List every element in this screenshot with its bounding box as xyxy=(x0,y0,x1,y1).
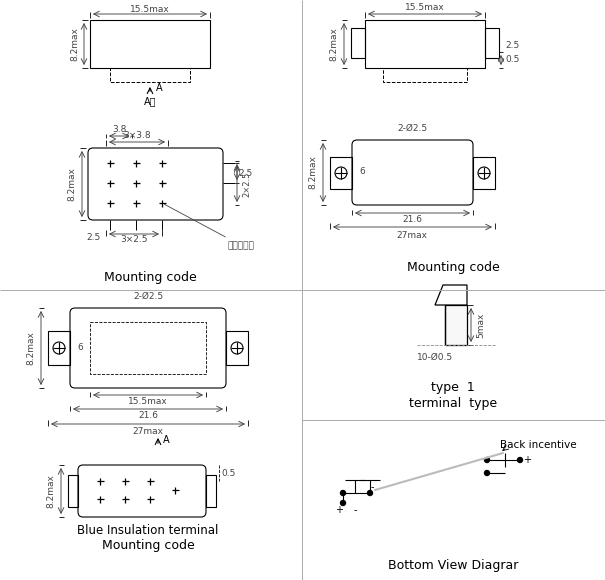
Text: Mounting code: Mounting code xyxy=(103,271,197,285)
Circle shape xyxy=(517,458,523,462)
Bar xyxy=(485,28,499,58)
Text: 8.2max: 8.2max xyxy=(309,155,318,189)
Text: A: A xyxy=(156,83,163,93)
Text: 15.5max: 15.5max xyxy=(405,3,445,13)
Text: 3.8: 3.8 xyxy=(112,125,126,135)
Text: 10-Ø0.5: 10-Ø0.5 xyxy=(417,353,453,361)
Circle shape xyxy=(367,491,373,495)
Bar xyxy=(330,157,352,189)
Text: 21.6: 21.6 xyxy=(138,411,158,420)
Bar xyxy=(383,68,467,82)
Text: Mounting code: Mounting code xyxy=(407,262,499,274)
Text: 27max: 27max xyxy=(396,230,428,240)
Text: 27max: 27max xyxy=(132,426,163,436)
Text: Back incentive: Back incentive xyxy=(500,440,577,450)
Bar xyxy=(90,20,210,68)
Bar xyxy=(445,305,467,345)
Bar xyxy=(351,28,365,58)
Text: 15.5max: 15.5max xyxy=(130,5,170,13)
Text: Blue Insulation terminal: Blue Insulation terminal xyxy=(77,524,218,536)
Text: 0.5: 0.5 xyxy=(505,56,519,64)
Circle shape xyxy=(485,470,489,476)
Text: A: A xyxy=(163,435,169,445)
Text: A向: A向 xyxy=(144,96,156,106)
Text: 15.5max: 15.5max xyxy=(128,397,168,407)
Text: -: - xyxy=(353,505,357,515)
Text: Mounting code: Mounting code xyxy=(102,538,194,552)
Text: 6: 6 xyxy=(77,343,83,353)
Bar xyxy=(206,475,216,507)
Text: 着色绝缘子: 着色绝缘子 xyxy=(165,204,255,250)
Circle shape xyxy=(485,458,489,462)
Text: 2.5: 2.5 xyxy=(238,169,252,177)
Text: -: - xyxy=(370,482,374,492)
Text: 2×2.5: 2×2.5 xyxy=(243,171,252,197)
Circle shape xyxy=(341,491,345,495)
FancyBboxPatch shape xyxy=(352,140,473,205)
Text: 3×2.5: 3×2.5 xyxy=(120,235,148,245)
Text: +: + xyxy=(335,505,343,515)
FancyBboxPatch shape xyxy=(70,308,226,388)
Text: 2-Ø2.5: 2-Ø2.5 xyxy=(397,124,427,132)
Text: 21.6: 21.6 xyxy=(402,216,422,224)
Text: 8.2max: 8.2max xyxy=(330,27,339,61)
Text: 8.2max: 8.2max xyxy=(68,167,76,201)
FancyBboxPatch shape xyxy=(88,148,223,220)
Bar xyxy=(68,475,78,507)
Text: 2-Ø2.5: 2-Ø2.5 xyxy=(133,292,163,300)
Circle shape xyxy=(341,501,345,506)
Bar xyxy=(110,68,190,82)
Text: 2.5: 2.5 xyxy=(505,42,519,50)
Text: type  1: type 1 xyxy=(431,382,475,394)
Polygon shape xyxy=(435,285,467,305)
Text: 8.2max: 8.2max xyxy=(47,474,56,508)
FancyBboxPatch shape xyxy=(78,465,206,517)
Bar xyxy=(48,331,70,365)
Bar xyxy=(473,157,495,189)
Bar xyxy=(226,331,248,365)
Text: 8.2max: 8.2max xyxy=(27,331,36,365)
Bar xyxy=(90,322,206,374)
Text: 5max: 5max xyxy=(477,312,485,338)
Text: 6: 6 xyxy=(359,168,365,176)
Text: 0.5: 0.5 xyxy=(221,469,235,477)
Text: Bottom View Diagrar: Bottom View Diagrar xyxy=(388,559,518,571)
Bar xyxy=(365,20,485,68)
Text: +: + xyxy=(523,455,531,465)
Text: 8.2max: 8.2max xyxy=(71,27,79,61)
Text: terminal  type: terminal type xyxy=(409,397,497,409)
Text: 2.5: 2.5 xyxy=(86,234,100,242)
Text: 3×3.8: 3×3.8 xyxy=(123,130,151,140)
